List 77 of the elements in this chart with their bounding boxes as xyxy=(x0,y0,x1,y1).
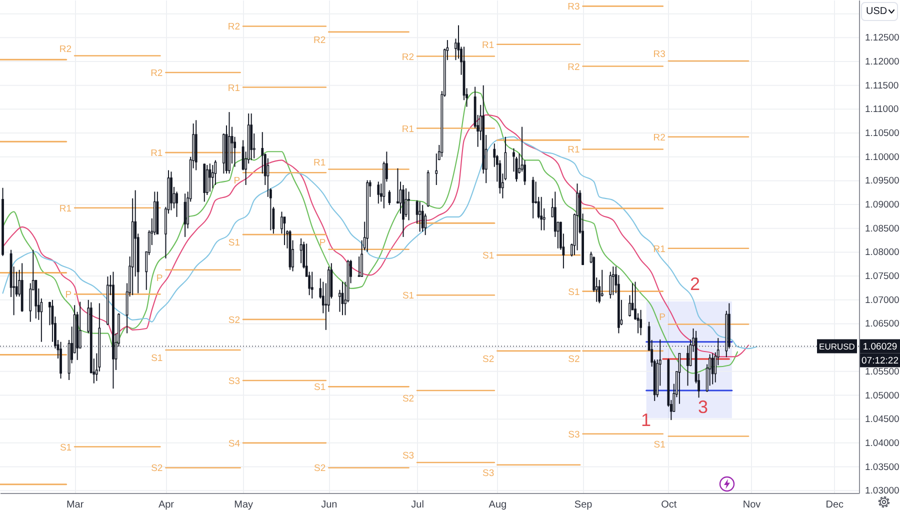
y-tick-label: 1.09500 xyxy=(865,176,900,187)
series-label: P xyxy=(659,312,666,324)
y-tick-label: 1.06500 xyxy=(865,318,900,330)
y-tick-label: 1.07000 xyxy=(865,294,900,306)
series-label: R2 xyxy=(59,44,72,55)
series-label: R1 xyxy=(59,203,72,214)
series-label: S2 xyxy=(228,314,240,326)
y-tick-label: 1.07500 xyxy=(865,271,900,282)
y-tick-label: 1.08500 xyxy=(865,223,900,234)
dropdown-field: USD xyxy=(861,2,898,21)
series-label: R2 xyxy=(568,62,580,73)
series-label: R2 xyxy=(228,22,240,33)
series-label: R3 xyxy=(568,2,580,13)
y-tick-label: 1.04500 xyxy=(865,414,900,426)
series-label: R1 xyxy=(228,82,240,94)
y-tick-label: 1.05500 xyxy=(865,366,900,378)
series-label: R1 xyxy=(314,157,326,168)
series-label: R2 xyxy=(402,52,414,63)
y-axis-title: USD xyxy=(866,6,888,17)
series-label: S3 xyxy=(228,376,240,387)
series-label: P xyxy=(65,290,72,301)
series-label: R1 xyxy=(482,40,494,51)
y-tick-label: 1.08000 xyxy=(865,247,900,258)
y-tick-label: 1.11000 xyxy=(865,104,899,116)
x-tick-label: Dec xyxy=(826,500,844,510)
y-tick-label: 1.12000 xyxy=(865,56,900,68)
x-tick-label: Jul xyxy=(411,500,424,510)
text: 1.06029 xyxy=(862,342,898,353)
series-label: S3 xyxy=(402,450,414,462)
annotation: 3 xyxy=(698,397,708,417)
series-label: P xyxy=(156,272,163,284)
series-label: R3 xyxy=(653,49,666,60)
series-label: S3 xyxy=(568,429,580,440)
series-label: S1 xyxy=(654,439,666,450)
x-tick-label: Oct xyxy=(661,500,677,510)
x-tick-label: Jun xyxy=(321,500,338,510)
x-tick-label: Nov xyxy=(742,500,761,510)
series-label: S1 xyxy=(568,286,580,298)
x-tick-label: Aug xyxy=(488,500,507,510)
series-label: P xyxy=(319,237,326,248)
series-label: R2 xyxy=(314,34,326,46)
series-label: S3 xyxy=(482,468,494,479)
series-label: S1 xyxy=(402,290,414,302)
y-tick-label: 1.12500 xyxy=(865,32,900,44)
x-tick-label: Mar xyxy=(66,500,84,510)
series-label: R1 xyxy=(568,144,580,156)
series-label: S1 xyxy=(482,250,494,262)
annotation: 2 xyxy=(690,274,700,294)
y-tick-label: 1.09000 xyxy=(865,200,900,211)
series-label: S4 xyxy=(228,438,240,450)
x-tick-label: Sep xyxy=(574,500,593,510)
series-label: R2 xyxy=(653,132,666,144)
x-tick-label: May xyxy=(234,500,254,510)
series-label: S1 xyxy=(60,442,72,454)
y-tick-label: 1.10500 xyxy=(865,128,900,140)
y-tick-label: 1.03500 xyxy=(865,462,900,473)
series-label: S2 xyxy=(402,393,414,404)
x-tick-label: Apr xyxy=(158,500,175,510)
y-tick-label: 1.05000 xyxy=(865,390,900,402)
series-label: R2 xyxy=(150,68,163,79)
text: 07:12:22 xyxy=(862,356,898,367)
annotation: 1 xyxy=(640,410,652,430)
series-label: S2 xyxy=(482,354,494,365)
y-tick-label: 1.04000 xyxy=(865,438,900,449)
series-label: S2 xyxy=(151,463,163,474)
series-label: S1 xyxy=(228,238,240,249)
series-label: R1 xyxy=(150,148,163,160)
y-tick-label: 1.03000 xyxy=(865,486,900,497)
series-label: S2 xyxy=(314,463,326,474)
y-tick-label: 1.10000 xyxy=(865,152,900,163)
series-label: S1 xyxy=(151,352,163,364)
series-label: P xyxy=(234,176,240,187)
series-label: S1 xyxy=(314,382,326,394)
y-tick-label: 1.11500 xyxy=(865,80,899,92)
ref-line-label: EURUSD xyxy=(819,342,855,352)
series-label: R1 xyxy=(402,124,414,135)
series-label: S2 xyxy=(568,354,580,365)
